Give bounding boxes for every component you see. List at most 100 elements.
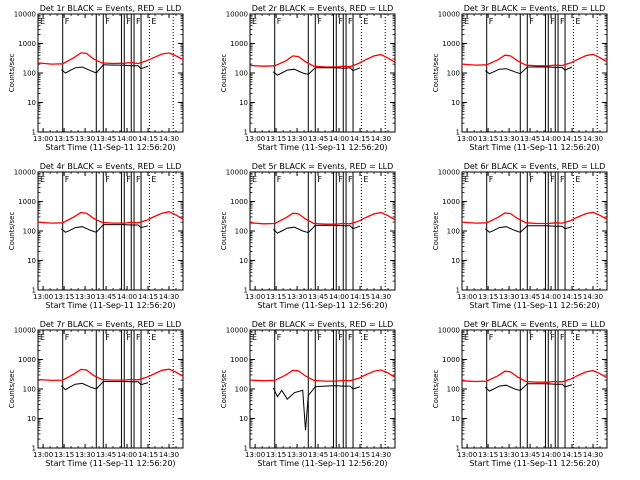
lld-series-line — [37, 368, 184, 382]
panel-7: Det 7r BLACK = Events, RED = LLD 1 10 100 10… — [8, 320, 184, 468]
x-axis-label: Start Time (11-Sep-11 12:56:20) — [257, 301, 387, 310]
y-tick-label: 10 — [451, 99, 460, 107]
x-tick-label: 13:45 — [308, 451, 328, 459]
flag-letter: E — [575, 175, 580, 184]
y-tick-label: 1000 — [442, 356, 460, 364]
lld-series-line — [249, 211, 396, 225]
panel-4: Det 4r BLACK = Events, RED = LLD 1 10 100 10… — [8, 162, 184, 310]
panel-1: Det 1r BLACK = Events, RED = LLD 1 10 100 10… — [8, 4, 184, 152]
x-tick-label: 13:45 — [308, 293, 328, 301]
flag-letter: E — [252, 333, 257, 342]
y-tick-label: 10 — [451, 415, 460, 423]
x-tick-label: 13:15 — [478, 293, 498, 301]
flag-letter: E — [464, 17, 469, 26]
plot-frame — [37, 13, 184, 133]
y-tick-label: 10000 — [14, 11, 36, 19]
plot-frame — [461, 329, 608, 449]
panel-title: Det 2r BLACK = Events, RED = LLD — [252, 4, 394, 13]
y-tick-label: 10000 — [438, 169, 460, 177]
flag-letter: E — [151, 17, 156, 26]
flag-letter: E — [464, 175, 469, 184]
flag-letter: E — [575, 17, 580, 26]
events-series-line — [484, 383, 573, 392]
flag-letter: F — [277, 175, 282, 184]
x-tick-label: 13:30 — [287, 135, 307, 143]
plot-frame — [461, 171, 608, 291]
flag-letter: F — [529, 175, 534, 184]
y-axis-label: Counts/sec — [432, 54, 440, 93]
x-tick-label: 13:45 — [96, 293, 116, 301]
flag-letter: F — [338, 17, 343, 26]
y-tick-label: 100 — [447, 386, 460, 394]
flag-letter: F — [338, 175, 343, 184]
y-tick-label: 100 — [23, 228, 36, 236]
x-tick-label: 13:15 — [266, 135, 286, 143]
y-axis-label: Counts/sec — [8, 212, 16, 251]
panel-9: Det 9r BLACK = Events, RED = LLD 1 10 100 10… — [432, 320, 608, 468]
flag-letter: E — [363, 333, 368, 342]
x-axis-label: Start Time (11-Sep-11 12:56:20) — [257, 459, 387, 468]
x-tick-label: 14:30 — [583, 135, 603, 143]
y-tick-label: 100 — [447, 228, 460, 236]
flag-letter: F — [560, 175, 565, 184]
lld-series-line — [461, 211, 608, 225]
x-tick-label: 14:30 — [159, 293, 179, 301]
x-tick-label: 13:00 — [457, 293, 477, 301]
panel-3: Det 3r BLACK = Events, RED = LLD 1 10 100 10… — [432, 4, 608, 152]
x-tick-label: 13:00 — [457, 135, 477, 143]
flag-letter: F — [529, 17, 534, 26]
lld-series-line — [249, 53, 396, 68]
y-tick-label: 100 — [447, 70, 460, 78]
y-axis-label: Counts/sec — [8, 370, 16, 409]
y-tick-label: 10 — [239, 415, 248, 423]
x-tick-label: 13:30 — [287, 451, 307, 459]
panel-title: Det 8r BLACK = Events, RED = LLD — [252, 320, 394, 329]
flag-letter: F — [105, 17, 110, 26]
flag-letter: F — [317, 333, 322, 342]
x-tick-label: 14:30 — [371, 135, 391, 143]
x-tick-label: 13:00 — [245, 135, 265, 143]
x-tick-label: 14:30 — [159, 451, 179, 459]
y-axis-label: Counts/sec — [220, 370, 228, 409]
y-tick-label: 1 — [456, 129, 460, 137]
x-tick-label: 14:15 — [562, 293, 582, 301]
y-tick-label: 10000 — [226, 169, 248, 177]
y-tick-label: 10 — [239, 257, 248, 265]
y-tick-label: 10 — [239, 99, 248, 107]
x-tick-label: 13:15 — [478, 135, 498, 143]
flag-letter: F — [550, 17, 555, 26]
x-tick-label: 13:30 — [75, 293, 95, 301]
x-tick-label: 13:30 — [75, 451, 95, 459]
x-tick-label: 14:00 — [329, 135, 349, 143]
x-tick-label: 13:00 — [33, 451, 53, 459]
x-tick-label: 14:00 — [117, 293, 137, 301]
plot-frame — [249, 329, 396, 449]
events-series-line — [272, 224, 361, 234]
y-tick-label: 100 — [23, 386, 36, 394]
flag-letter: F — [277, 333, 282, 342]
events-series-line — [484, 225, 573, 233]
x-tick-label: 13:15 — [54, 451, 74, 459]
y-tick-label: 1 — [32, 445, 36, 453]
y-tick-label: 1000 — [442, 40, 460, 48]
y-axis-label: Counts/sec — [8, 54, 16, 93]
flag-letter: F — [489, 333, 494, 342]
x-tick-label: 14:30 — [583, 293, 603, 301]
y-tick-label: 10 — [27, 257, 36, 265]
x-tick-label: 13:45 — [520, 451, 540, 459]
y-tick-label: 10 — [27, 415, 36, 423]
flag-letter: F — [550, 175, 555, 184]
y-tick-label: 10000 — [226, 11, 248, 19]
flag-letter: E — [40, 333, 45, 342]
flag-letter: F — [489, 17, 494, 26]
x-axis-label: Start Time (11-Sep-11 12:56:20) — [257, 143, 387, 152]
x-tick-label: 14:15 — [138, 451, 158, 459]
y-tick-label: 10000 — [14, 169, 36, 177]
x-tick-label: 13:00 — [245, 293, 265, 301]
flag-letter: F — [65, 333, 70, 342]
panel-title: Det 9r BLACK = Events, RED = LLD — [464, 320, 606, 329]
flag-letter: F — [348, 175, 353, 184]
flag-letter: E — [40, 17, 45, 26]
x-tick-label: 13:15 — [266, 451, 286, 459]
